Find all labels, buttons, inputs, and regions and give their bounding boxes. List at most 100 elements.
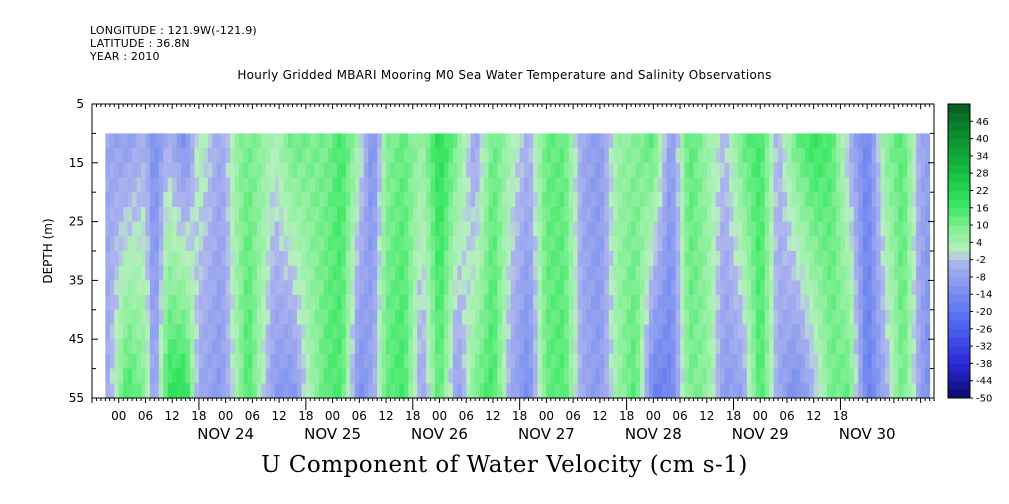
heatmap-cell <box>702 162 708 179</box>
heatmap-cell <box>831 353 837 370</box>
heatmap-cell <box>426 339 432 355</box>
x-tick-label: 06 <box>672 409 687 423</box>
heatmap-cell <box>114 236 120 252</box>
heatmap-cell <box>666 339 672 355</box>
heatmap-cell <box>216 383 222 399</box>
heatmap-cell <box>305 162 311 179</box>
heatmap-cell <box>332 133 338 149</box>
heatmap-cell <box>844 295 850 311</box>
heatmap-cell <box>786 236 793 252</box>
heatmap-cell <box>314 280 320 296</box>
heatmap-cell <box>261 162 267 179</box>
heatmap-cell <box>925 177 931 193</box>
heatmap-cell <box>653 265 659 281</box>
heatmap-cell <box>702 339 708 355</box>
heatmap-cell <box>800 177 806 193</box>
heatmap-cell <box>675 133 681 149</box>
heatmap-cell <box>764 324 770 340</box>
heatmap-cell <box>176 339 182 355</box>
colorbar-label: 34 <box>976 151 989 162</box>
colorbar-label: -50 <box>976 394 992 405</box>
heatmap-cell <box>617 177 623 193</box>
heatmap-cell <box>145 339 151 355</box>
heatmap-cell <box>813 162 819 179</box>
heatmap-cell <box>564 236 570 252</box>
heatmap-cell <box>181 368 187 384</box>
heatmap-cell <box>239 206 245 223</box>
heatmap-cell <box>911 251 917 267</box>
heatmap-cell <box>764 309 770 326</box>
heatmap-cell <box>533 309 539 326</box>
heatmap-cell <box>337 324 343 340</box>
heatmap-cell <box>127 383 133 399</box>
heatmap-cell <box>604 148 610 164</box>
heatmap-cell <box>239 353 245 370</box>
heatmap-cell <box>452 206 458 223</box>
heatmap-cell <box>916 324 922 340</box>
heatmap-cell <box>671 177 677 193</box>
heatmap-cell <box>359 177 365 193</box>
heatmap-cell <box>862 368 868 384</box>
heatmap-cell <box>274 309 280 326</box>
heatmap-cell <box>546 353 552 370</box>
heatmap-cell <box>198 192 204 208</box>
heatmap-cell <box>163 236 169 252</box>
heatmap-cell <box>127 265 133 281</box>
heatmap-cell <box>920 133 926 149</box>
heatmap-cell <box>608 177 614 193</box>
heatmap-cell <box>221 383 227 399</box>
heatmap-cell <box>858 295 864 311</box>
heatmap-cell <box>608 324 614 340</box>
heatmap-cell <box>412 177 418 193</box>
heatmap-cell <box>127 221 133 237</box>
heatmap-cell <box>470 353 476 370</box>
heatmap-cell <box>804 192 810 208</box>
heatmap-cell <box>555 339 561 355</box>
heatmap-cell <box>653 206 659 223</box>
heatmap-cell <box>158 251 164 267</box>
chart-title: Hourly Gridded MBARI Mooring M0 Sea Wate… <box>237 68 772 82</box>
heatmap-cell <box>688 324 695 340</box>
heatmap-cell <box>252 295 258 311</box>
heatmap-cell <box>662 148 668 164</box>
heatmap-cell <box>421 324 427 340</box>
heatmap-cell <box>519 221 525 237</box>
heatmap-cell <box>154 324 160 340</box>
heatmap-cell <box>243 280 249 296</box>
heatmap-cell <box>853 280 859 296</box>
heatmap-cell <box>448 236 454 252</box>
heatmap-cell <box>911 368 917 384</box>
heatmap-cell <box>657 339 663 355</box>
heatmap-cell <box>733 309 739 326</box>
heatmap-cell <box>742 383 748 399</box>
heatmap-cell <box>412 339 418 355</box>
heatmap-cell <box>849 309 855 326</box>
heatmap-cell <box>613 295 619 311</box>
heatmap-cell <box>675 309 681 326</box>
heatmap-cell <box>751 162 757 179</box>
heatmap-cell <box>515 133 521 149</box>
heatmap-cell <box>786 206 793 223</box>
heatmap-cell <box>296 133 302 149</box>
heatmap-cell <box>452 221 458 237</box>
heatmap-cell <box>880 148 886 164</box>
heatmap-cell <box>301 353 307 370</box>
heatmap-cell <box>149 177 155 193</box>
heatmap-cell <box>858 206 864 223</box>
heatmap-cell <box>323 309 329 326</box>
heatmap-cell <box>484 236 490 252</box>
heatmap-cell <box>319 162 325 179</box>
heatmap-cell <box>541 206 548 223</box>
heatmap-cell <box>149 192 155 208</box>
heatmap-cell <box>907 339 913 355</box>
heatmap-cell <box>123 265 129 281</box>
heatmap-cell <box>639 353 646 370</box>
heatmap-cell <box>301 236 307 252</box>
heatmap-cell <box>590 162 597 179</box>
heatmap-cell <box>684 192 690 208</box>
heatmap-cell <box>234 148 240 164</box>
heatmap-cell <box>448 177 454 193</box>
colorbar-segment <box>948 320 970 330</box>
heatmap-cell <box>256 162 262 179</box>
heatmap-cell <box>626 368 632 384</box>
